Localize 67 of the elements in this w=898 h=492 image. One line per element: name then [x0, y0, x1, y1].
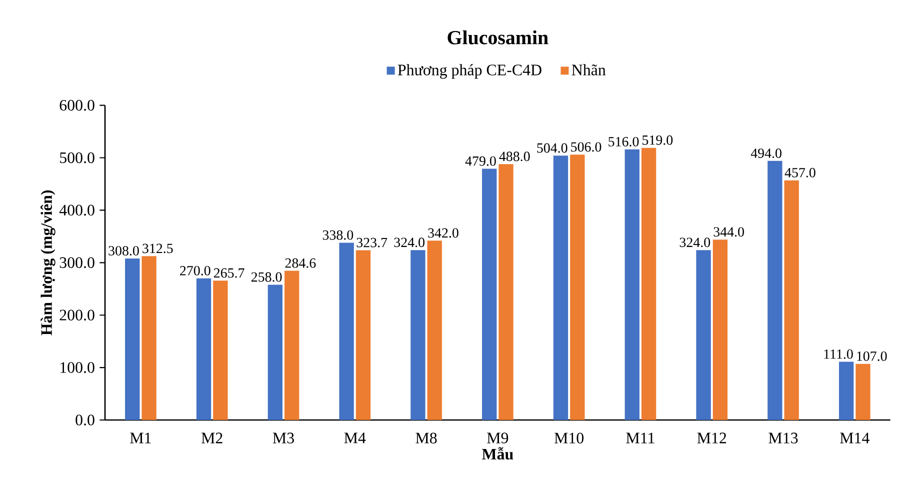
data-label: 323.7	[356, 238, 388, 248]
x-tick-label: M1	[130, 432, 151, 444]
x-axis-title: Mẫu	[482, 447, 514, 460]
y-tick-label: 200.0	[60, 310, 94, 321]
y-tick-label: 300.0	[60, 257, 94, 268]
bar	[213, 280, 228, 420]
bar	[838, 362, 854, 420]
data-label: 338.0	[322, 230, 354, 240]
y-axis-title: Hàm lượng (mg/viên)	[40, 190, 56, 336]
data-label: 488.0	[499, 152, 530, 162]
y-tick-label: 500.0	[60, 152, 94, 164]
x-tick-label: M13	[768, 432, 798, 444]
data-label: 107.0	[857, 351, 887, 361]
data-label: 457.0	[784, 168, 816, 178]
data-label: 312.5	[142, 244, 173, 254]
bar	[142, 256, 156, 420]
data-label: 519.0	[642, 135, 673, 145]
x-tick-label: M9	[487, 432, 508, 444]
bar	[482, 168, 497, 420]
data-label: 344.0	[714, 227, 744, 237]
chart-title: Glucosamin	[448, 30, 548, 44]
bar	[712, 240, 728, 420]
data-label: 265.7	[214, 268, 244, 278]
data-label: 270.0	[180, 266, 210, 276]
bar	[498, 164, 514, 420]
data-label: 324.0	[680, 238, 710, 248]
x-tick-label: M12	[697, 432, 726, 444]
x-tick-label: M14	[840, 432, 870, 444]
bar	[784, 180, 799, 420]
y-tick-label: 600.0	[60, 100, 94, 111]
bar	[768, 160, 782, 420]
x-tick-label: M10	[554, 432, 584, 444]
bar	[696, 250, 711, 420]
bar	[624, 149, 640, 420]
bar	[856, 364, 870, 420]
data-label: 494.0	[750, 148, 782, 158]
data-label: 111.0	[824, 349, 853, 359]
bar	[356, 250, 371, 420]
bar	[268, 284, 282, 420]
bar	[553, 156, 568, 420]
data-label: 324.0	[394, 238, 424, 248]
bar	[641, 148, 656, 420]
bar	[410, 250, 426, 420]
y-tick-label: 100.0	[60, 362, 94, 373]
bar	[570, 154, 585, 420]
y-tick-label: 400.0	[59, 204, 94, 216]
data-label: 342.0	[428, 228, 458, 238]
legend-label: Phương pháp CE-C4D	[398, 64, 542, 79]
x-tick-label: M2	[201, 432, 222, 444]
data-label: 258.0	[251, 272, 282, 282]
bar	[284, 270, 300, 420]
data-label: 516.0	[608, 136, 639, 146]
data-label: 506.0	[571, 142, 602, 152]
data-label: 308.0	[108, 246, 139, 256]
bar	[196, 278, 212, 420]
bar	[125, 258, 140, 420]
legend-label: Nhãn	[572, 64, 606, 76]
x-tick-label: M3	[272, 432, 294, 444]
bar	[339, 242, 354, 420]
x-tick-label: M4	[344, 432, 366, 444]
data-label: 284.6	[285, 258, 316, 268]
x-tick-label: M8	[416, 432, 437, 444]
data-label: 479.0	[465, 156, 496, 166]
bar	[427, 240, 442, 420]
x-tick-label: M11	[626, 432, 654, 444]
data-label: 504.0	[537, 143, 568, 153]
y-tick-label: 0.0	[76, 414, 94, 426]
